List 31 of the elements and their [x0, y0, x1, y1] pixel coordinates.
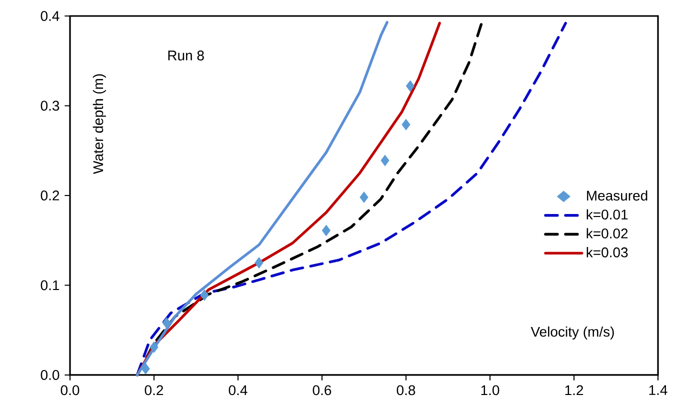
point: [322, 224, 330, 236]
point: [380, 154, 390, 166]
y-tick-label: 0.1: [40, 280, 60, 290]
point: [200, 290, 209, 301]
point: [141, 363, 150, 374]
point: [402, 118, 410, 130]
legend-label: Measured: [587, 190, 648, 201]
y-axis-title: Water depth (m): [92, 74, 106, 174]
point: [162, 317, 171, 329]
point: [406, 80, 414, 92]
legend-label: k=0.01: [586, 209, 628, 220]
point: [360, 192, 368, 203]
x-tick-label: 0.2: [144, 385, 164, 396]
point: [254, 257, 264, 268]
point: [150, 342, 158, 353]
legend-label: k=0.03: [586, 247, 628, 258]
annotation: Run 8: [168, 50, 204, 60]
x-tick-label: 0.6: [312, 385, 332, 396]
x-tick-label: 0.4: [228, 385, 248, 396]
y-tick-label: 0.2: [40, 190, 60, 200]
y-tick-label: 0.0: [40, 370, 60, 380]
x-tick-label: 0.0: [60, 385, 80, 396]
legend-label: k=0.02: [586, 228, 628, 238]
y-tick-label: 0.3: [40, 100, 60, 111]
x-tick-label: 1.4: [649, 385, 668, 395]
x-tick-label: 0.8: [396, 385, 416, 396]
x-tick-label: 1.2: [565, 385, 584, 396]
x-axis-title: Velocity (m/s): [530, 326, 614, 340]
x-tick-label: 1.0: [481, 385, 500, 396]
y-tick-label: 0.4: [40, 11, 60, 21]
line-series: [136, 20, 388, 376]
